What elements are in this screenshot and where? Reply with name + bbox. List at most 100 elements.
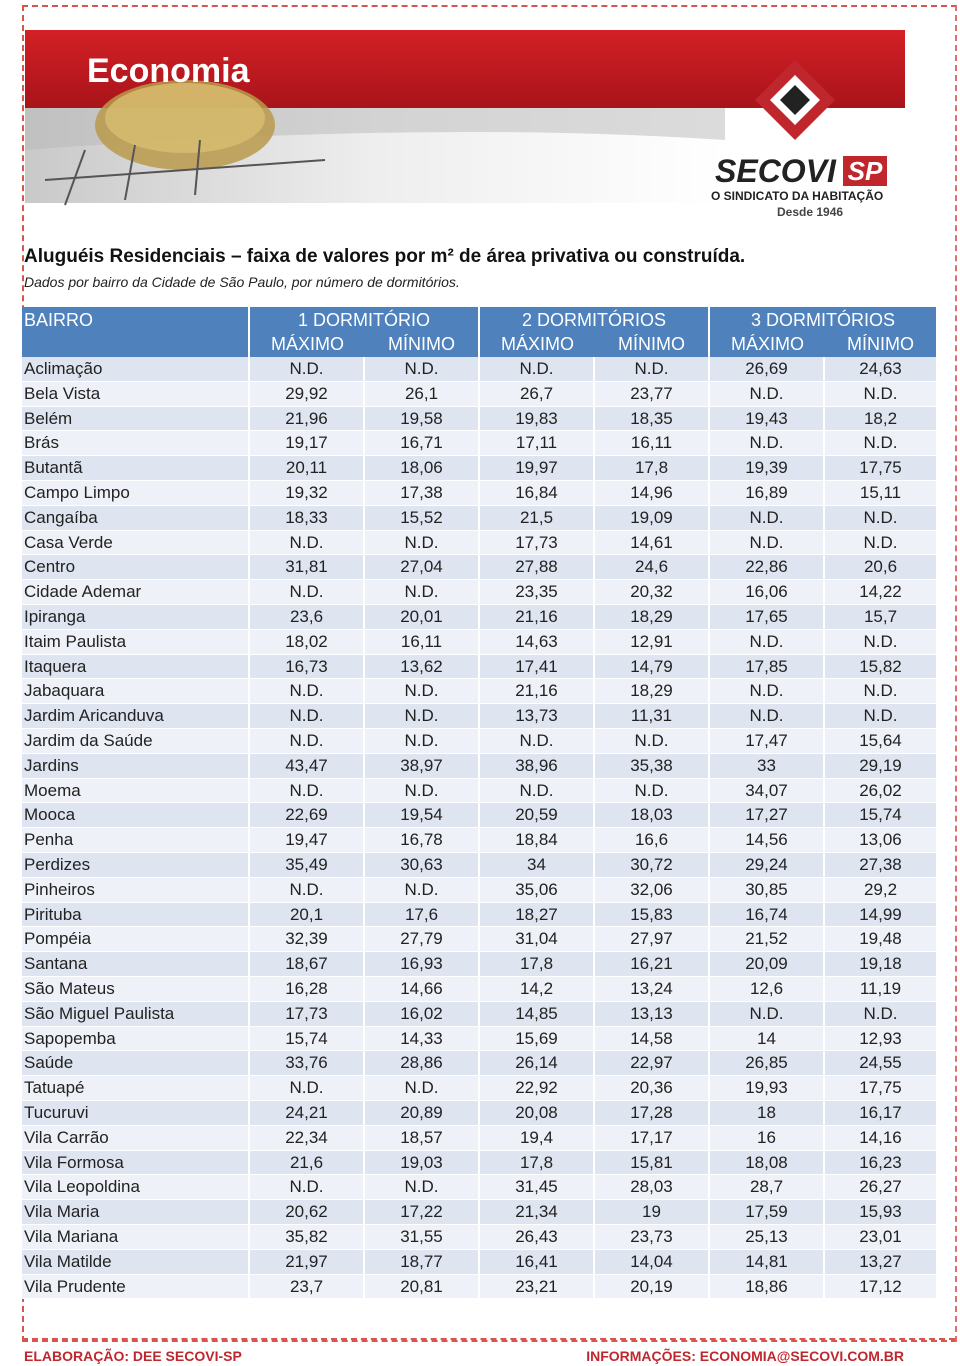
value-cell: 21,34 xyxy=(480,1200,595,1225)
value-cell: N.D. xyxy=(710,629,825,655)
value-cell: 29,24 xyxy=(710,853,825,878)
value-cell: 18,29 xyxy=(595,605,710,630)
district-cell: Vila Maria xyxy=(22,1200,250,1225)
value-cell: 28,7 xyxy=(710,1175,825,1201)
value-cell: 18,08 xyxy=(710,1150,825,1176)
district-cell: Belém xyxy=(22,406,250,432)
value-cell: N.D. xyxy=(250,357,365,382)
value-cell: 18,29 xyxy=(595,679,710,705)
value-cell: 17,38 xyxy=(365,481,480,506)
value-cell: 16,41 xyxy=(480,1249,595,1275)
value-cell: N.D. xyxy=(480,778,595,804)
value-cell: N.D. xyxy=(250,704,365,729)
value-cell: 18 xyxy=(710,1101,825,1126)
value-cell: 14,63 xyxy=(480,629,595,655)
value-cell: 22,69 xyxy=(250,803,365,829)
value-cell: 14,61 xyxy=(595,530,710,556)
value-cell: 21,6 xyxy=(250,1150,365,1176)
value-cell: 27,04 xyxy=(365,555,480,581)
value-cell: 20,81 xyxy=(365,1274,480,1300)
value-cell: N.D. xyxy=(710,431,825,457)
value-cell: N.D. xyxy=(365,1076,480,1101)
value-cell: 15,69 xyxy=(480,1026,595,1052)
value-cell: 21,97 xyxy=(250,1249,365,1275)
value-cell: N.D. xyxy=(825,505,938,531)
value-cell: 23,6 xyxy=(250,605,365,630)
value-cell: N.D. xyxy=(250,679,365,705)
value-cell: 16,17 xyxy=(825,1101,938,1126)
value-cell: N.D. xyxy=(365,729,480,754)
value-cell: 14,22 xyxy=(825,580,938,605)
logo-sp: SP xyxy=(848,156,883,186)
value-cell: N.D. xyxy=(365,877,480,903)
district-cell: Vila Matilde xyxy=(22,1249,250,1275)
value-cell: N.D. xyxy=(480,357,595,382)
district-cell: Cidade Ademar xyxy=(22,580,250,605)
value-cell: 20,32 xyxy=(595,580,710,605)
value-cell: N.D. xyxy=(595,778,710,804)
value-cell: 16,11 xyxy=(365,629,480,655)
value-cell: 22,97 xyxy=(595,1051,710,1077)
value-cell: 21,52 xyxy=(710,927,825,953)
value-cell: 35,82 xyxy=(250,1225,365,1250)
value-cell: 33 xyxy=(710,753,825,779)
value-cell: 14,16 xyxy=(825,1125,938,1151)
value-cell: 26,85 xyxy=(710,1051,825,1077)
district-cell: Campo Limpo xyxy=(22,481,250,506)
value-cell: 16,71 xyxy=(365,431,480,457)
footer-right: INFORMAÇÕES: ECONOMIA@SECOVI.COM.BR xyxy=(586,1348,904,1364)
value-cell: N.D. xyxy=(710,505,825,531)
value-cell: N.D. xyxy=(825,431,938,457)
header-subcell: MÍNIMO xyxy=(595,332,710,357)
value-cell: 14,79 xyxy=(595,654,710,680)
value-cell: 14,58 xyxy=(595,1026,710,1052)
value-cell: 19,48 xyxy=(825,927,938,953)
value-cell: 19,17 xyxy=(250,431,365,457)
district-cell: São Mateus xyxy=(22,977,250,1002)
value-cell: 20,01 xyxy=(365,605,480,630)
value-cell: N.D. xyxy=(365,679,480,705)
header-subcell: MÁXIMO xyxy=(710,332,825,357)
value-cell: 32,39 xyxy=(250,927,365,953)
value-cell: 16,93 xyxy=(365,952,480,977)
value-cell: N.D. xyxy=(825,629,938,655)
value-cell: N.D. xyxy=(710,1001,825,1027)
section-title: Economia xyxy=(87,52,251,90)
value-cell: 27,38 xyxy=(825,853,938,878)
value-cell: 19,97 xyxy=(480,456,595,481)
value-cell: N.D. xyxy=(250,778,365,804)
value-cell: 18,86 xyxy=(710,1274,825,1300)
value-cell: 16,11 xyxy=(595,431,710,457)
value-cell: 20,09 xyxy=(710,952,825,977)
district-cell: Vila Carrão xyxy=(22,1125,250,1151)
logo-text: SECOVI xyxy=(715,153,837,189)
value-cell: 18,67 xyxy=(250,952,365,977)
value-cell: N.D. xyxy=(825,530,938,556)
value-cell: 18,06 xyxy=(365,456,480,481)
district-cell: Perdizes xyxy=(22,853,250,878)
value-cell: 19,09 xyxy=(595,505,710,531)
value-cell: N.D. xyxy=(710,679,825,705)
header-subcell: MÍNIMO xyxy=(365,332,480,357)
value-cell: 19,4 xyxy=(480,1125,595,1151)
value-cell: 38,97 xyxy=(365,753,480,779)
value-cell: 26,02 xyxy=(825,778,938,804)
value-cell: 15,82 xyxy=(825,654,938,680)
district-cell: Ipiranga xyxy=(22,605,250,630)
value-cell: 30,85 xyxy=(710,877,825,903)
value-cell: 14 xyxy=(710,1026,825,1052)
value-cell: 29,2 xyxy=(825,877,938,903)
value-cell: N.D. xyxy=(710,381,825,407)
district-cell: Pompéia xyxy=(22,927,250,953)
district-cell: Jardins xyxy=(22,753,250,779)
value-cell: 15,74 xyxy=(825,803,938,829)
value-cell: 22,34 xyxy=(250,1125,365,1151)
value-cell: 12,91 xyxy=(595,629,710,655)
district-cell: Moema xyxy=(22,778,250,804)
value-cell: 17,8 xyxy=(595,456,710,481)
value-cell: N.D. xyxy=(365,580,480,605)
value-cell: 14,81 xyxy=(710,1249,825,1275)
logo-mark xyxy=(755,60,835,140)
value-cell: 17,27 xyxy=(710,803,825,829)
logo-since: Desde 1946 xyxy=(777,205,843,219)
